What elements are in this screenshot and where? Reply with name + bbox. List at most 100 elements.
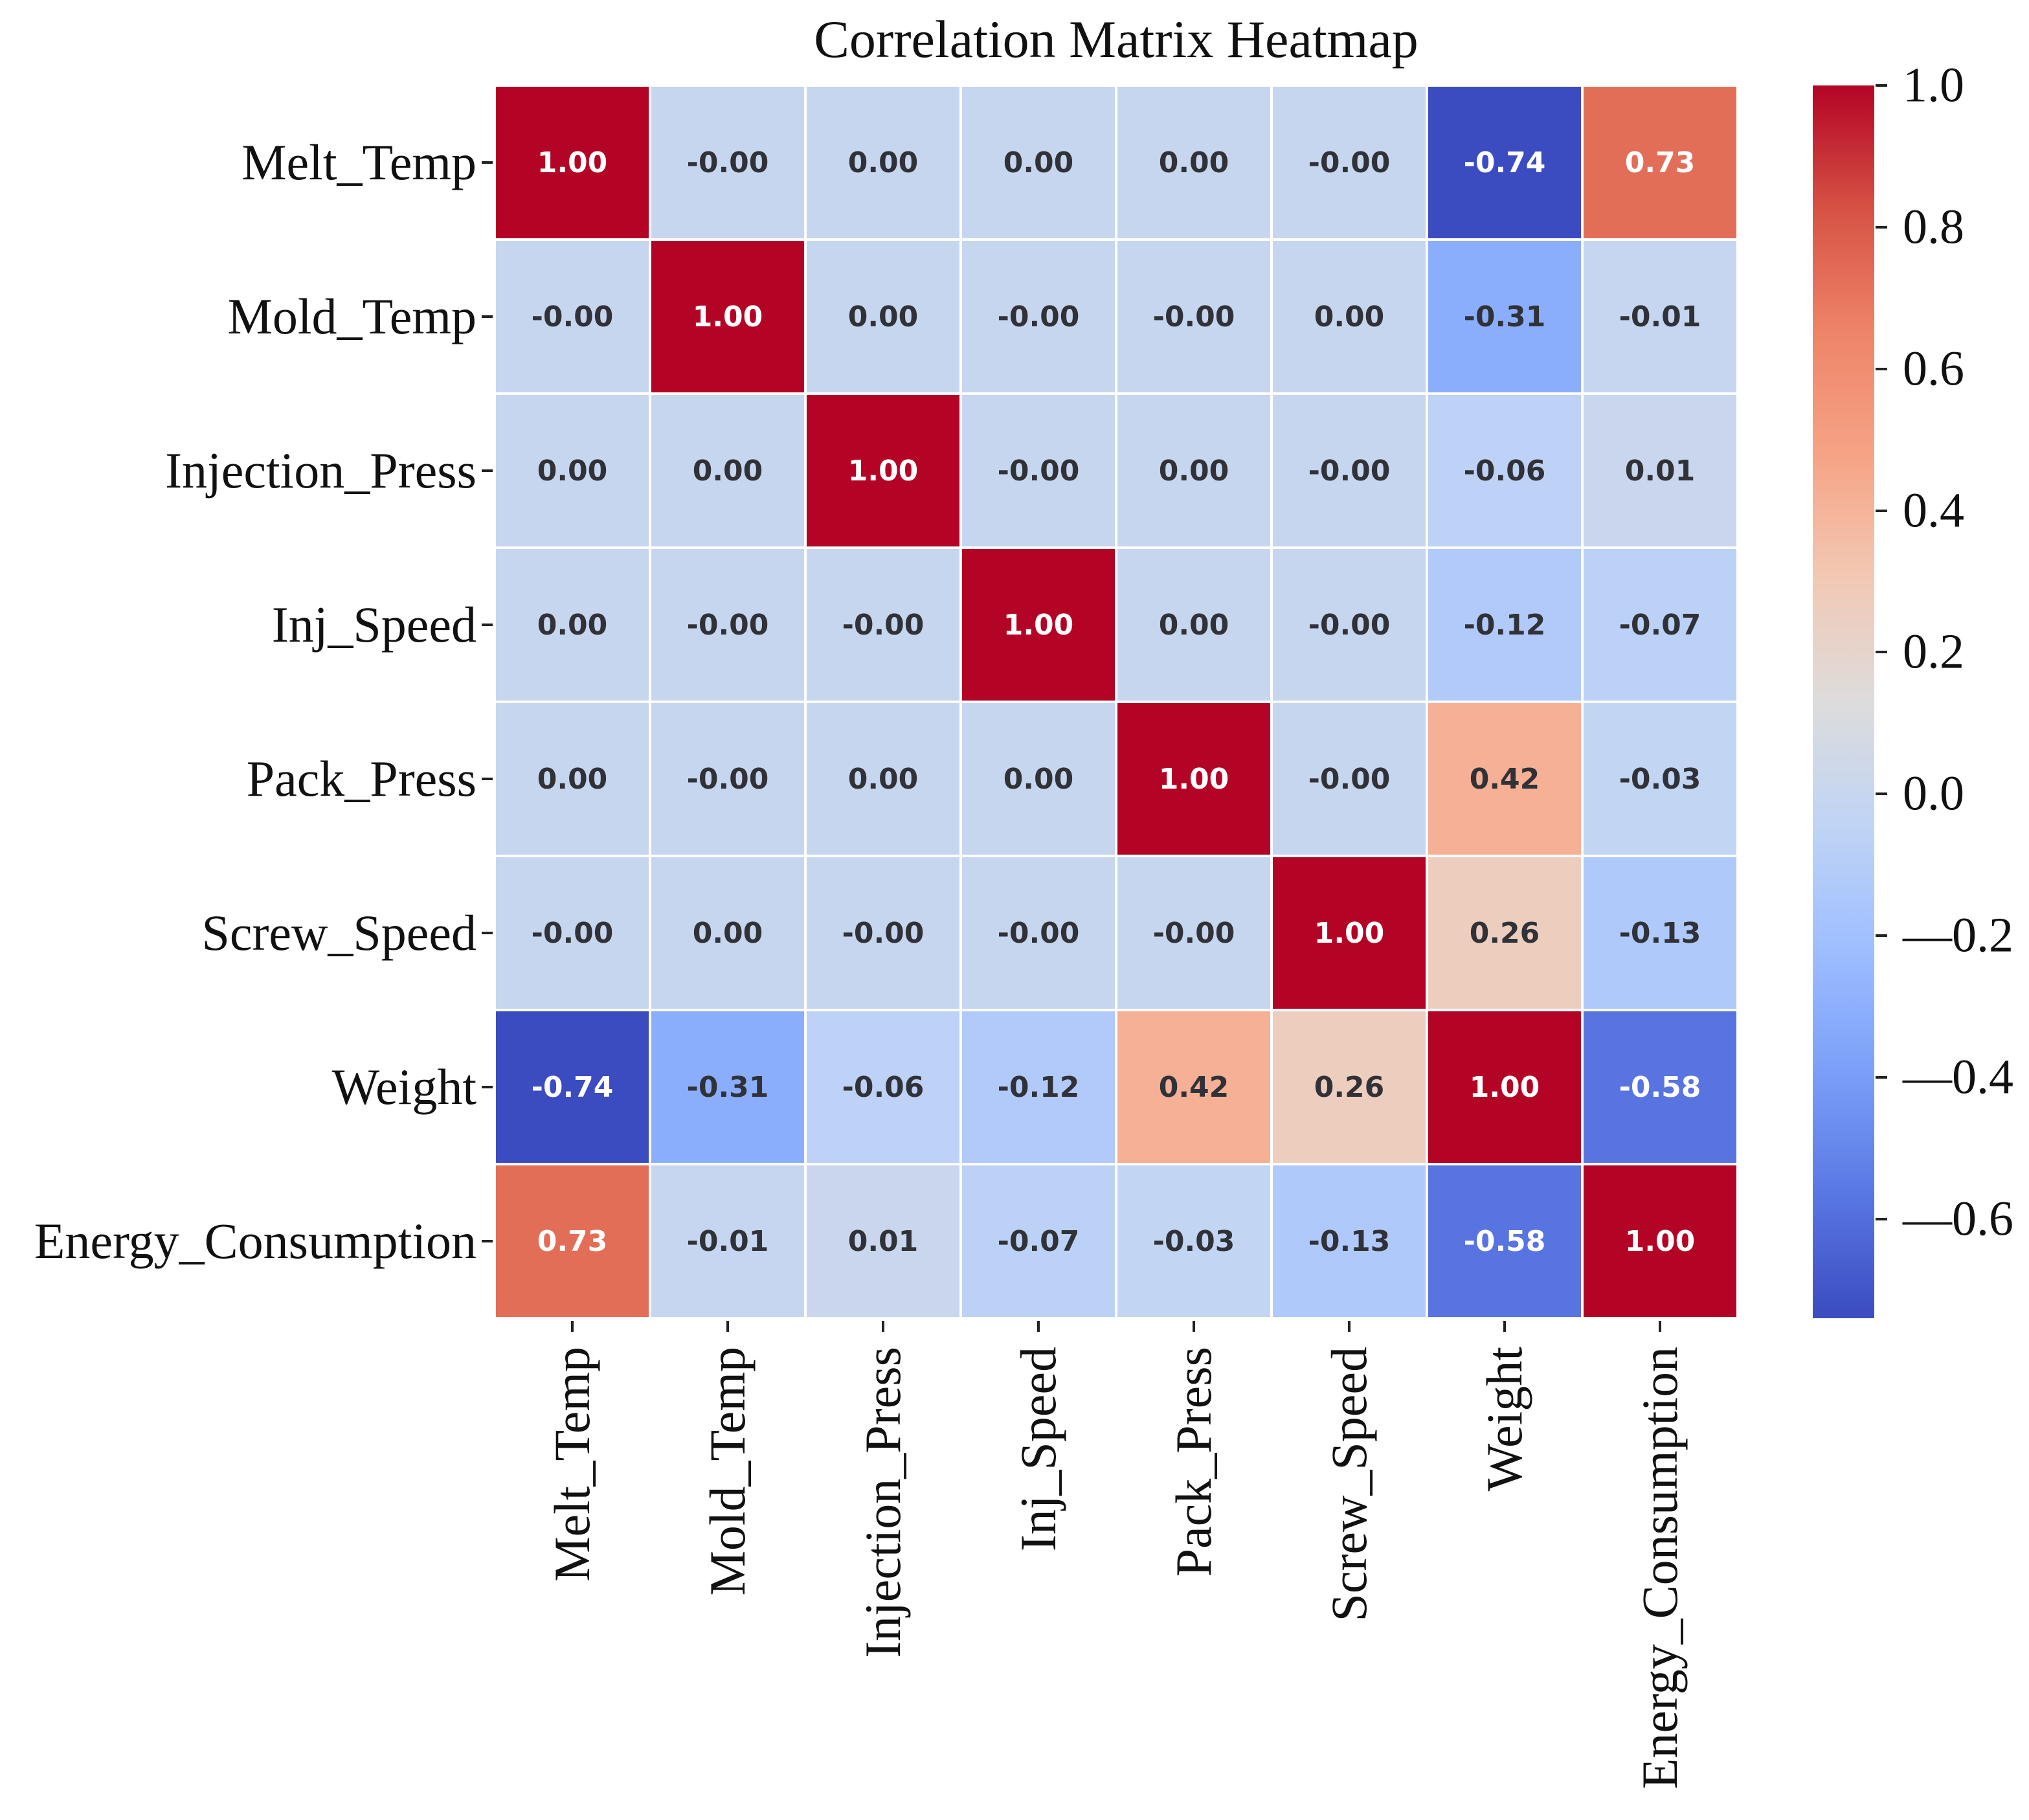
cell-value: 0.73 bbox=[1624, 146, 1696, 179]
cell-value: -0.13 bbox=[1619, 916, 1701, 950]
colorbar-tick-label: —0.4 bbox=[1903, 1050, 2013, 1105]
heatmap-cell: 0.00 bbox=[807, 241, 959, 392]
heatmap-cell: -0.00 bbox=[1273, 703, 1426, 855]
colorbar-tick-mark bbox=[1876, 84, 1887, 87]
heatmap-cell: 0.00 bbox=[1117, 395, 1270, 546]
cell-value: -0.00 bbox=[1308, 454, 1391, 488]
colorbar-tick-mark bbox=[1876, 792, 1887, 796]
heatmap-cell: 0.00 bbox=[496, 549, 649, 701]
heatmap-cell: -0.03 bbox=[1117, 1165, 1270, 1317]
colorbar-tick-label: —0.2 bbox=[1903, 908, 2013, 963]
heatmap-cell: -0.13 bbox=[1273, 1165, 1426, 1317]
heatmap-cell: 0.42 bbox=[1428, 703, 1581, 855]
cell-value: 1.00 bbox=[537, 146, 608, 179]
heatmap-cell: 0.00 bbox=[496, 703, 649, 855]
colorbar-tick-mark bbox=[1876, 1075, 1887, 1079]
y-tick-mark bbox=[482, 1086, 493, 1088]
colorbar-tick-mark bbox=[1876, 509, 1887, 512]
cell-value: 0.00 bbox=[847, 146, 919, 179]
cell-value: 0.00 bbox=[692, 916, 763, 950]
heatmap-cell: 1.00 bbox=[807, 395, 959, 546]
cell-value: 0.00 bbox=[537, 608, 608, 642]
cell-value: 0.42 bbox=[1469, 762, 1540, 796]
cell-value: -0.00 bbox=[1152, 300, 1235, 333]
x-tick-label: Mold_Temp bbox=[699, 1347, 756, 1596]
cell-value: 0.00 bbox=[537, 454, 608, 488]
y-tick-label: Pack_Press bbox=[246, 750, 476, 807]
y-tick-label: Inj_Speed bbox=[271, 596, 476, 653]
heatmap-cell: -0.06 bbox=[1428, 395, 1581, 546]
heatmap-cell: -0.00 bbox=[1273, 87, 1426, 238]
colorbar-gradient bbox=[1813, 85, 1874, 1318]
cell-value: 1.00 bbox=[1158, 762, 1229, 796]
cell-value: 1.00 bbox=[847, 454, 919, 488]
heatmap-cell: -0.00 bbox=[807, 857, 959, 1009]
cell-value: -0.00 bbox=[1308, 146, 1391, 179]
heatmap-cell: 0.00 bbox=[962, 703, 1115, 855]
x-tick-mark bbox=[1348, 1321, 1351, 1332]
heatmap-cell: 1.00 bbox=[1428, 1011, 1581, 1163]
y-tick-label: Injection_Press bbox=[165, 442, 476, 499]
x-tick-label: Screw_Speed bbox=[1321, 1347, 1377, 1622]
cell-value: -0.00 bbox=[1308, 608, 1391, 642]
heatmap-cell: 0.26 bbox=[1273, 1011, 1426, 1163]
heatmap-cell: 0.01 bbox=[1584, 395, 1736, 546]
x-tick-mark bbox=[1659, 1321, 1661, 1332]
heatmap-cell: -0.07 bbox=[1584, 549, 1736, 701]
heatmap-cell: 0.00 bbox=[807, 87, 959, 238]
heatmap-cell: -0.00 bbox=[496, 241, 649, 392]
heatmap-cell: -0.00 bbox=[496, 857, 649, 1009]
y-tick-mark bbox=[482, 624, 493, 626]
cell-value: -0.00 bbox=[997, 916, 1080, 950]
cell-value: -0.06 bbox=[842, 1070, 925, 1104]
y-tick-label: Mold_Temp bbox=[227, 288, 476, 344]
colorbar-tick-label: 0.0 bbox=[1903, 766, 1964, 821]
heatmap-cell: -0.00 bbox=[962, 241, 1115, 392]
heatmap-cell: 1.00 bbox=[962, 549, 1115, 701]
heatmap-cell: 0.00 bbox=[807, 703, 959, 855]
heatmap-cell: -0.00 bbox=[1273, 395, 1426, 546]
cell-value: -0.01 bbox=[1619, 300, 1701, 333]
heatmap-cell: 0.42 bbox=[1117, 1011, 1270, 1163]
heatmap-cell: -0.12 bbox=[1428, 549, 1581, 701]
colorbar-tick-mark bbox=[1876, 225, 1887, 229]
cell-value: 0.01 bbox=[1624, 454, 1696, 488]
heatmap-cell: 0.00 bbox=[1273, 241, 1426, 392]
heatmap-cell: -0.03 bbox=[1584, 703, 1736, 855]
y-tick-label: Screw_Speed bbox=[201, 904, 476, 961]
y-tick-mark bbox=[482, 1240, 493, 1242]
y-tick-mark bbox=[482, 161, 493, 164]
cell-value: -0.07 bbox=[997, 1224, 1080, 1258]
cell-value: -0.00 bbox=[686, 146, 769, 179]
cell-value: 1.00 bbox=[1624, 1224, 1696, 1258]
heatmap-cell: -0.31 bbox=[1428, 241, 1581, 392]
heatmap-cell: 1.00 bbox=[1117, 703, 1270, 855]
cell-value: -0.00 bbox=[1152, 916, 1235, 950]
cell-value: 0.73 bbox=[537, 1224, 608, 1258]
y-tick-mark bbox=[482, 469, 493, 472]
cell-value: -0.58 bbox=[1463, 1224, 1546, 1258]
y-tick-label: Melt_Temp bbox=[241, 134, 476, 190]
cell-value: -0.00 bbox=[686, 762, 769, 796]
colorbar-tick-label: 1.0 bbox=[1903, 58, 1964, 113]
cell-value: 1.00 bbox=[1003, 608, 1074, 642]
x-tick-mark bbox=[726, 1321, 729, 1332]
cell-value: 1.00 bbox=[1314, 916, 1385, 950]
heatmap-cell: -0.31 bbox=[651, 1011, 804, 1163]
heatmap-cell: -0.58 bbox=[1428, 1165, 1581, 1317]
heatmap-cell: 0.00 bbox=[962, 87, 1115, 238]
cell-value: -0.00 bbox=[997, 300, 1080, 333]
colorbar-tick-label: 0.4 bbox=[1903, 483, 1964, 538]
x-tick-label: Melt_Temp bbox=[544, 1347, 600, 1582]
heatmap-cell: 0.00 bbox=[651, 395, 804, 546]
heatmap-cell: -0.01 bbox=[1584, 241, 1736, 392]
cell-value: -0.12 bbox=[997, 1070, 1080, 1104]
y-tick-mark bbox=[482, 315, 493, 318]
cell-value: 0.00 bbox=[1314, 300, 1385, 333]
cell-value: 0.00 bbox=[1158, 454, 1229, 488]
x-tick-label: Weight bbox=[1476, 1347, 1532, 1492]
heatmap-cell: 0.73 bbox=[1584, 87, 1736, 238]
colorbar-tick-label: 0.8 bbox=[1903, 199, 1964, 254]
heatmap-cell: 0.00 bbox=[1117, 549, 1270, 701]
